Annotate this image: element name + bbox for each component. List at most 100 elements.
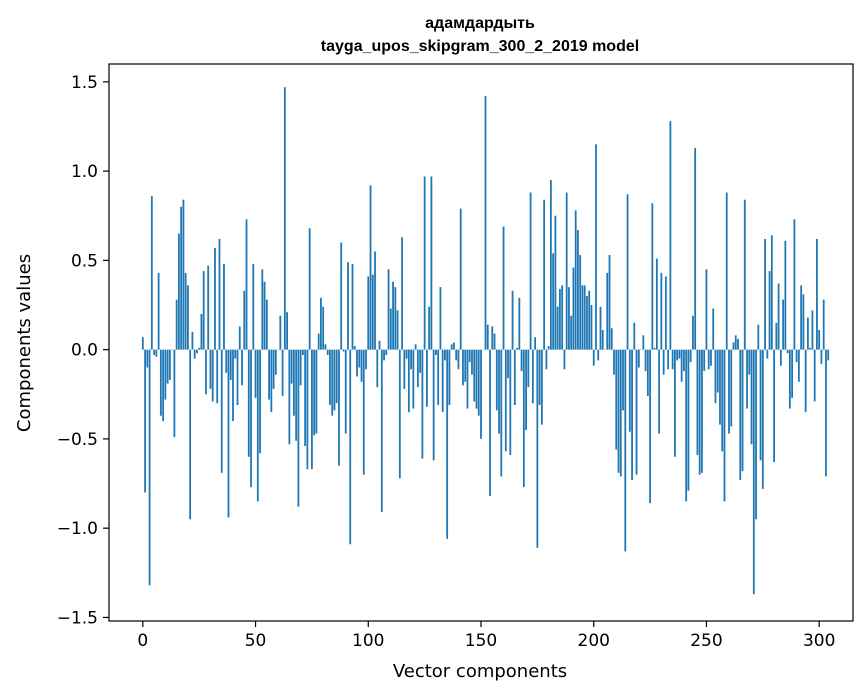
bar-256 — [719, 349, 721, 425]
bar-143 — [464, 349, 467, 382]
bar-264 — [737, 338, 739, 350]
bar-57 — [270, 349, 273, 413]
bar-158 — [498, 349, 500, 434]
bar-95 — [356, 349, 358, 377]
bar-97 — [360, 349, 363, 382]
bar-1 — [144, 349, 146, 493]
bar-160 — [502, 226, 505, 350]
bar-82 — [326, 349, 329, 355]
bar-254 — [714, 349, 717, 404]
bar-279 — [770, 235, 773, 350]
bar-168 — [520, 349, 523, 372]
bar-175 — [536, 349, 539, 548]
bar-224 — [646, 349, 649, 397]
bar-138 — [453, 342, 455, 350]
x-axis-label: Vector components — [393, 661, 567, 682]
bar-28 — [205, 349, 207, 395]
bar-177 — [540, 349, 543, 425]
bar-93 — [351, 263, 354, 350]
bar-81 — [324, 344, 327, 350]
bar-270 — [750, 349, 753, 445]
bar-26 — [200, 313, 203, 350]
bar-116 — [403, 349, 406, 389]
y-tick-label: 1.0 — [71, 162, 98, 182]
bar-69 — [297, 349, 300, 507]
bar-241 — [685, 349, 688, 502]
bar-150 — [480, 349, 482, 439]
bar-292 — [800, 285, 803, 350]
bar-98 — [362, 349, 365, 475]
bar-101 — [369, 185, 372, 350]
x-tick-label: 50 — [245, 631, 267, 651]
x-tick-label: 250 — [690, 631, 722, 651]
bar-233 — [667, 349, 670, 370]
bar-277 — [766, 349, 769, 359]
bar-281 — [775, 322, 778, 350]
bar-61 — [279, 315, 282, 350]
bar-230 — [660, 272, 663, 350]
bar-55 — [265, 299, 268, 350]
bar-255 — [716, 349, 719, 393]
bar-201 — [595, 144, 597, 350]
bar-110 — [389, 308, 392, 350]
bar-59 — [274, 349, 277, 375]
x-tick-label: 200 — [578, 631, 610, 651]
bar-285 — [784, 240, 787, 350]
bar-282 — [777, 283, 780, 350]
bar-58 — [272, 349, 275, 389]
bar-187 — [563, 349, 566, 370]
bar-265 — [739, 349, 742, 480]
bar-235 — [671, 349, 674, 370]
bar-142 — [462, 349, 464, 386]
bar-258 — [723, 349, 726, 502]
bar-261 — [730, 349, 733, 427]
bar-8 — [159, 349, 162, 416]
bar-181 — [549, 180, 552, 350]
bar-123 — [419, 349, 422, 373]
bar-227 — [653, 347, 656, 350]
bar-268 — [746, 349, 748, 409]
bar-149 — [477, 349, 480, 416]
bar-242 — [687, 349, 690, 491]
bar-184 — [556, 306, 559, 350]
bar-236 — [673, 349, 676, 457]
bar-75 — [311, 349, 313, 470]
bar-199 — [590, 305, 593, 350]
bar-135 — [446, 349, 449, 539]
bar-162 — [507, 349, 509, 379]
bar-119 — [410, 349, 413, 370]
bar-38 — [227, 349, 230, 518]
y-tick-label: −1.0 — [57, 519, 98, 539]
bar-137 — [450, 344, 453, 350]
bar-18 — [182, 199, 185, 350]
bar-293 — [802, 294, 805, 350]
bar-90 — [344, 349, 347, 434]
bar-222 — [642, 335, 645, 350]
bar-5 — [153, 349, 155, 355]
bar-263 — [734, 335, 737, 350]
bar-54 — [263, 281, 266, 350]
bar-173 — [531, 349, 534, 404]
bar-154 — [489, 349, 491, 497]
bar-65 — [288, 349, 291, 445]
bar-148 — [475, 349, 478, 409]
x-tick-label: 0 — [137, 631, 148, 651]
bar-50 — [254, 349, 257, 398]
bar-216 — [628, 349, 631, 432]
bar-9 — [162, 349, 165, 422]
y-axis-label: Components values — [14, 254, 35, 432]
bar-180 — [547, 346, 550, 350]
bar-130 — [435, 349, 437, 355]
bar-217 — [631, 349, 633, 480]
bar-276 — [764, 238, 766, 350]
bar-132 — [439, 287, 442, 350]
bar-76 — [313, 349, 316, 436]
bar-62 — [281, 349, 284, 397]
bar-266 — [741, 349, 744, 472]
bar-140 — [457, 349, 460, 370]
bar-106 — [380, 349, 383, 513]
bar-56 — [268, 349, 270, 400]
bar-286 — [786, 349, 789, 354]
bar-240 — [683, 349, 685, 372]
bar-170 — [525, 349, 527, 430]
